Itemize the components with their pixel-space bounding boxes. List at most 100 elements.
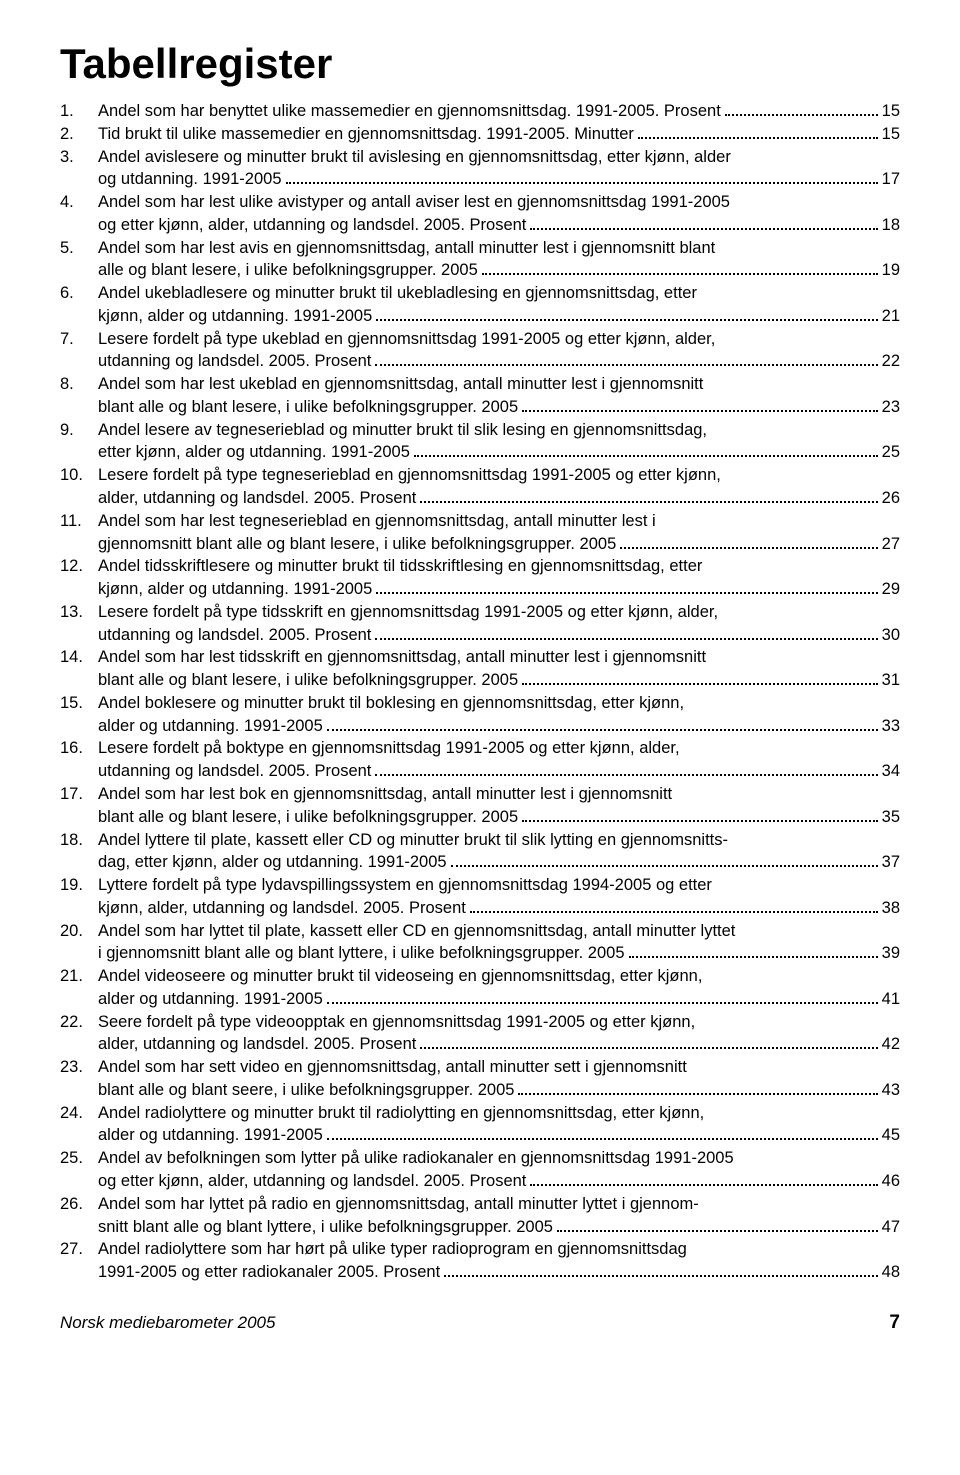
toc-dots	[522, 820, 878, 822]
toc-item: 4.Andel som har lest ulike avistyper og …	[60, 191, 900, 237]
toc-body: Andel som har sett video en gjennomsnitt…	[98, 1056, 900, 1102]
toc-line: kjønn, alder og utdanning. 1991-2005 21	[98, 305, 900, 328]
toc-dots	[451, 865, 878, 867]
toc-number: 7.	[60, 328, 98, 351]
toc-page: 22	[882, 350, 900, 373]
toc-text: Andel lyttere til plate, kassett eller C…	[98, 829, 728, 852]
toc-text: Andel som har lest ulike avistyper og an…	[98, 191, 730, 214]
toc-item: 9.Andel lesere av tegneserieblad og minu…	[60, 419, 900, 465]
toc-number: 2.	[60, 123, 98, 146]
toc-page: 15	[882, 100, 900, 123]
toc-text: kjønn, alder og utdanning. 1991-2005	[98, 578, 372, 601]
toc-body: Seere fordelt på type videoopptak en gje…	[98, 1011, 900, 1057]
toc-text: kjønn, alder, utdanning og landsdel. 200…	[98, 897, 466, 920]
toc-line: utdanning og landsdel. 2005. Prosent 34	[98, 760, 900, 783]
toc-body: Andel som har benyttet ulike massemedier…	[98, 100, 900, 123]
toc-line: Lyttere fordelt på type lydavspillingssy…	[98, 874, 900, 897]
toc-body: Andel avislesere og minutter brukt til a…	[98, 146, 900, 192]
toc-number: 8.	[60, 373, 98, 396]
toc-text: Andel som har lest ukeblad en gjennomsni…	[98, 373, 703, 396]
toc-line: Seere fordelt på type videoopptak en gje…	[98, 1011, 900, 1034]
toc-text: alder og utdanning. 1991-2005	[98, 988, 323, 1011]
page-number: 7	[889, 1312, 900, 1334]
toc-line: Andel som har lest bok en gjennomsnittsd…	[98, 783, 900, 806]
toc-line: utdanning og landsdel. 2005. Prosent 22	[98, 350, 900, 373]
toc-line: Andel som har lest tidsskrift en gjennom…	[98, 646, 900, 669]
toc-text: Andel som har lest avis en gjennomsnitts…	[98, 237, 715, 260]
toc-list: 1.Andel som har benyttet ulike massemedi…	[60, 100, 900, 1284]
publication-name: Norsk mediebarometer 2005	[60, 1313, 275, 1333]
toc-line: alder og utdanning. 1991-2005 33	[98, 715, 900, 738]
toc-body: Andel videoseere og minutter brukt til v…	[98, 965, 900, 1011]
toc-text: Andel radiolyttere og minutter brukt til…	[98, 1102, 704, 1125]
toc-page: 21	[882, 305, 900, 328]
toc-page: 34	[882, 760, 900, 783]
toc-line: Andel boklesere og minutter brukt til bo…	[98, 692, 900, 715]
toc-line: kjønn, alder, utdanning og landsdel. 200…	[98, 897, 900, 920]
toc-text: utdanning og landsdel. 2005. Prosent	[98, 624, 371, 647]
toc-text: Andel som har lest bok en gjennomsnittsd…	[98, 783, 672, 806]
toc-line: Lesere fordelt på type ukeblad en gjenno…	[98, 328, 900, 351]
toc-body: Andel boklesere og minutter brukt til bo…	[98, 692, 900, 738]
toc-item: 6.Andel ukebladlesere og minutter brukt …	[60, 282, 900, 328]
toc-line: blant alle og blant lesere, i ulike befo…	[98, 396, 900, 419]
toc-body: Andel radiolyttere og minutter brukt til…	[98, 1102, 900, 1148]
toc-dots	[327, 729, 878, 731]
toc-item: 25.Andel av befolkningen som lytter på u…	[60, 1147, 900, 1193]
toc-item: 11.Andel som har lest tegneserieblad en …	[60, 510, 900, 556]
toc-body: Lesere fordelt på type ukeblad en gjenno…	[98, 328, 900, 374]
toc-text: i gjennomsnitt blant alle og blant lytte…	[98, 942, 625, 965]
toc-text: og etter kjønn, alder, utdanning og land…	[98, 214, 526, 237]
toc-line: og etter kjønn, alder, utdanning og land…	[98, 1170, 900, 1193]
toc-page: 29	[882, 578, 900, 601]
toc-body: Andel ukebladlesere og minutter brukt ti…	[98, 282, 900, 328]
toc-line: blant alle og blant lesere, i ulike befo…	[98, 806, 900, 829]
toc-text: Lesere fordelt på type ukeblad en gjenno…	[98, 328, 715, 351]
toc-item: 16.Lesere fordelt på boktype en gjennoms…	[60, 737, 900, 783]
toc-body: Andel radiolyttere som har hørt på ulike…	[98, 1238, 900, 1284]
toc-text: Seere fordelt på type videoopptak en gje…	[98, 1011, 695, 1034]
toc-text: Lesere fordelt på boktype en gjennomsnit…	[98, 737, 680, 760]
toc-page: 38	[882, 897, 900, 920]
toc-item: 17.Andel som har lest bok en gjennomsnit…	[60, 783, 900, 829]
toc-number: 12.	[60, 555, 98, 578]
toc-text: blant alle og blant lesere, i ulike befo…	[98, 806, 518, 829]
toc-dots	[530, 228, 877, 230]
toc-number: 5.	[60, 237, 98, 260]
toc-text: Lesere fordelt på type tidsskrift en gje…	[98, 601, 718, 624]
toc-text: Andel av befolkningen som lytter på ulik…	[98, 1147, 734, 1170]
toc-page: 27	[882, 533, 900, 556]
toc-item: 7.Lesere fordelt på type ukeblad en gjen…	[60, 328, 900, 374]
toc-number: 25.	[60, 1147, 98, 1170]
toc-dots	[375, 774, 877, 776]
toc-line: Andel som har sett video en gjennomsnitt…	[98, 1056, 900, 1079]
toc-dots	[375, 364, 877, 366]
toc-text: gjennomsnitt blant alle og blant lesere,…	[98, 533, 616, 556]
toc-body: Andel som har lest tegneserieblad en gje…	[98, 510, 900, 556]
toc-page: 30	[882, 624, 900, 647]
toc-item: 20.Andel som har lyttet til plate, kasse…	[60, 920, 900, 966]
toc-page: 33	[882, 715, 900, 738]
toc-body: Andel lesere av tegneserieblad og minutt…	[98, 419, 900, 465]
toc-text: og etter kjønn, alder, utdanning og land…	[98, 1170, 526, 1193]
toc-line: Andel som har lyttet til plate, kassett …	[98, 920, 900, 943]
toc-text: blant alle og blant seere, i ulike befol…	[98, 1079, 514, 1102]
toc-line: alder og utdanning. 1991-2005 45	[98, 1124, 900, 1147]
toc-line: Lesere fordelt på type tidsskrift en gje…	[98, 601, 900, 624]
toc-number: 6.	[60, 282, 98, 305]
toc-item: 18.Andel lyttere til plate, kassett elle…	[60, 829, 900, 875]
toc-line: Andel som har lest ukeblad en gjennomsni…	[98, 373, 900, 396]
toc-page: 15	[882, 123, 900, 146]
toc-text: Tid brukt til ulike massemedier en gjenn…	[98, 123, 634, 146]
toc-number: 13.	[60, 601, 98, 624]
toc-dots	[530, 1184, 877, 1186]
toc-body: Lesere fordelt på boktype en gjennomsnit…	[98, 737, 900, 783]
toc-text: Andel radiolyttere som har hørt på ulike…	[98, 1238, 687, 1261]
page-title: Tabellregister	[60, 40, 900, 88]
toc-page: 37	[882, 851, 900, 874]
toc-dots	[522, 683, 878, 685]
toc-line: snitt blant alle og blant lyttere, i uli…	[98, 1216, 900, 1239]
toc-line: Andel avislesere og minutter brukt til a…	[98, 146, 900, 169]
toc-body: Lyttere fordelt på type lydavspillingssy…	[98, 874, 900, 920]
toc-line: Lesere fordelt på boktype en gjennomsnit…	[98, 737, 900, 760]
